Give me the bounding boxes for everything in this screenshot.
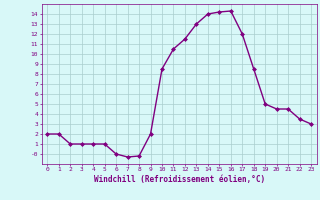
X-axis label: Windchill (Refroidissement éolien,°C): Windchill (Refroidissement éolien,°C) (94, 175, 265, 184)
